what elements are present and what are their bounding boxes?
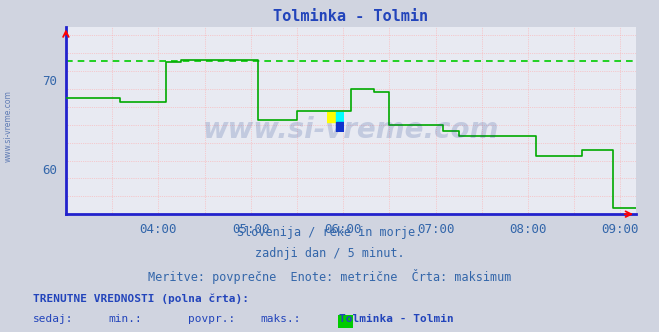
Title: Tolminka - Tolmin: Tolminka - Tolmin xyxy=(273,9,428,24)
Text: Meritve: povprečne  Enote: metrične  Črta: maksimum: Meritve: povprečne Enote: metrične Črta:… xyxy=(148,269,511,284)
Bar xyxy=(336,122,344,132)
Text: Tolminka - Tolmin: Tolminka - Tolmin xyxy=(339,314,454,324)
Bar xyxy=(328,112,336,122)
Text: Slovenija / reke in morje.: Slovenija / reke in morje. xyxy=(237,226,422,239)
Text: zadnji dan / 5 minut.: zadnji dan / 5 minut. xyxy=(254,247,405,260)
Text: sedaj:: sedaj: xyxy=(33,314,73,324)
Text: maks.:: maks.: xyxy=(260,314,301,324)
Text: povpr.:: povpr.: xyxy=(188,314,235,324)
Bar xyxy=(336,112,344,122)
Text: www.si-vreme.com: www.si-vreme.com xyxy=(203,116,499,144)
Text: min.:: min.: xyxy=(109,314,142,324)
Text: www.si-vreme.com: www.si-vreme.com xyxy=(4,90,13,162)
Text: TRENUTNE VREDNOSTI (polna črta):: TRENUTNE VREDNOSTI (polna črta): xyxy=(33,294,249,304)
